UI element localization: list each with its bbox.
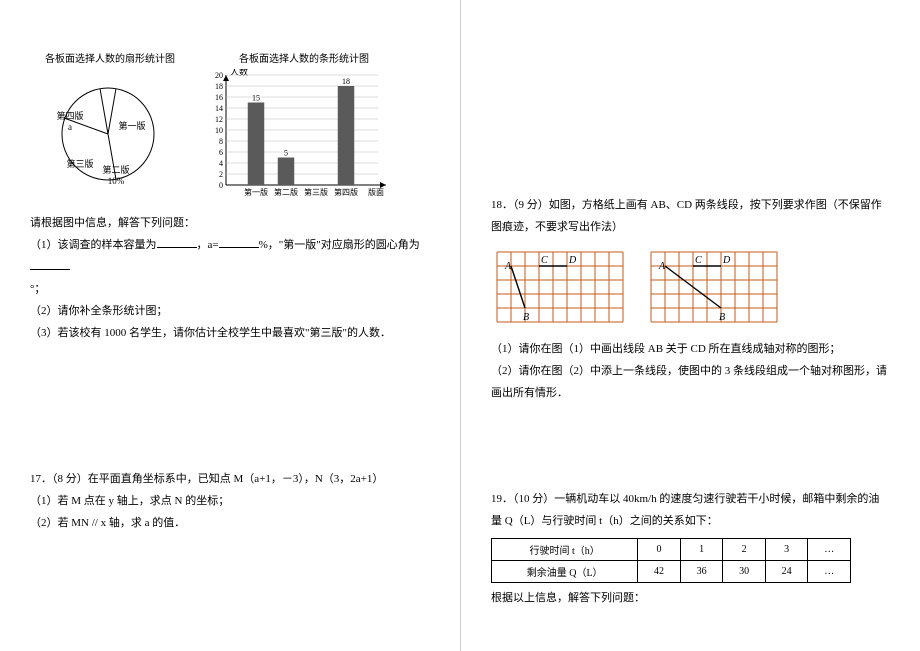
svg-text:第二版: 第二版: [102, 164, 129, 175]
q17-1: （1）若 M 点在 y 轴上，求点 N 的坐标；: [30, 490, 430, 512]
svg-text:2: 2: [219, 170, 223, 179]
svg-text:18: 18: [215, 82, 223, 91]
svg-text:D: D: [722, 255, 731, 266]
svg-text:人数: 人数: [230, 69, 248, 77]
blank: [30, 258, 70, 270]
table-cell: 1: [680, 539, 723, 561]
pie-chart: 第一版 第四版a 第三版第二版10%: [30, 69, 190, 201]
svg-text:D: D: [568, 255, 577, 266]
table-cell: 0: [638, 539, 681, 561]
q18-1: （1）请你在图（1）中画出线段 AB 关于 CD 所在直线成轴对称的图形；: [491, 338, 890, 360]
q19-tail: 根据以上信息，解答下列问题：: [491, 587, 890, 609]
grid-figure-2: A B C D: [645, 246, 785, 330]
q16-1: （1）该调查的样本容量为 ，a= %，"第一版"对应扇形的圆心角为: [30, 234, 430, 278]
table-cell: 30: [723, 561, 766, 583]
table-cell: …: [808, 539, 851, 561]
q19-head: 19．（10 分）一辆机动车以 40km/h 的速度匀速行驶若干小时候，邮箱中剩…: [491, 488, 890, 532]
svg-text:18: 18: [342, 77, 350, 86]
svg-text:14: 14: [215, 104, 223, 113]
text: （1）该调查的样本容量为: [30, 239, 157, 251]
q16-2: （2）请你补全条形统计图；: [30, 300, 430, 322]
svg-text:8: 8: [219, 137, 223, 146]
bar-chart: 人数 0 2 4 6 8 10 12 14 16 18 20 15 5 18 第一版第二版第三版第四版版面: [204, 69, 404, 201]
blank: [157, 236, 197, 248]
svg-text:0: 0: [219, 181, 223, 190]
table-cell: 24: [765, 561, 808, 583]
svg-text:16: 16: [215, 93, 223, 102]
pie-chart-title: 各板面选择人数的扇形统计图: [30, 50, 190, 65]
table-cell: …: [808, 561, 851, 583]
svg-text:第一版: 第一版: [244, 187, 268, 197]
svg-text:10: 10: [215, 126, 223, 135]
q19-table: 行驶时间 t（h）0123… 剩余油量 Q（L）42363024…: [491, 538, 851, 583]
svg-text:20: 20: [215, 71, 223, 80]
q17-2: （2）若 MN // x 轴，求 a 的值．: [30, 512, 430, 534]
q-intro: 请根据图中信息，解答下列问题：: [30, 212, 430, 234]
table-cell: 行驶时间 t（h）: [492, 539, 638, 561]
svg-text:第四版: 第四版: [56, 110, 83, 121]
svg-text:B: B: [523, 312, 529, 323]
svg-text:第四版: 第四版: [334, 187, 358, 197]
q18-2: （2）请你在图（2）中添上一条线段，使图中的 3 条线段组成一个轴对称图形，请画…: [491, 360, 890, 404]
table-cell: 3: [765, 539, 808, 561]
q16-1-tail: °；: [30, 278, 430, 300]
svg-text:4: 4: [219, 159, 223, 168]
table-cell: 剩余油量 Q（L）: [492, 561, 638, 583]
text: ，a=: [197, 239, 219, 251]
bar-chart-title: 各板面选择人数的条形统计图: [204, 50, 404, 65]
text: %，"第一版"对应扇形的圆心角为: [259, 239, 420, 251]
svg-text:版面: 版面: [368, 187, 384, 197]
blank: [219, 236, 259, 248]
q16-3: （3）若该校有 1000 名学生，请你估计全校学生中最喜欢"第三版"的人数．: [30, 322, 430, 344]
svg-text:第二版: 第二版: [274, 187, 298, 197]
svg-text:B: B: [719, 312, 725, 323]
svg-text:6: 6: [219, 148, 223, 157]
svg-text:5: 5: [284, 149, 288, 158]
svg-text:第三版: 第三版: [304, 187, 328, 197]
table-cell: 2: [723, 539, 766, 561]
svg-text:第三版: 第三版: [66, 158, 93, 169]
table-cell: 36: [680, 561, 723, 583]
svg-text:A: A: [658, 261, 666, 272]
q17-head: 17．（8 分）在平面直角坐标系中，已知点 M（a+1，－3），N（3，2a+1…: [30, 468, 430, 490]
table-cell: 42: [638, 561, 681, 583]
svg-text:C: C: [541, 255, 548, 266]
svg-text:15: 15: [252, 94, 260, 103]
grid-figure-1: A B C D: [491, 246, 631, 330]
svg-text:10%: 10%: [108, 176, 125, 186]
svg-text:a: a: [68, 122, 72, 132]
svg-text:C: C: [695, 255, 702, 266]
q18-head: 18．（9 分）如图，方格纸上画有 AB、CD 两条线段，按下列要求作图（不保留…: [491, 194, 890, 238]
svg-text:12: 12: [215, 115, 223, 124]
svg-text:第一版: 第一版: [118, 120, 145, 131]
svg-text:A: A: [504, 261, 512, 272]
